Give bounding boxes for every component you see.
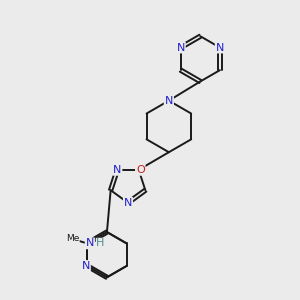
- Text: Me: Me: [66, 234, 79, 243]
- Text: N: N: [124, 198, 132, 208]
- Text: H: H: [96, 238, 105, 248]
- Text: N: N: [165, 96, 173, 106]
- Text: N: N: [113, 165, 122, 175]
- Text: N: N: [176, 43, 185, 52]
- Text: O: O: [136, 165, 145, 175]
- Text: N: N: [82, 261, 90, 271]
- Text: N: N: [86, 238, 94, 248]
- Text: N: N: [216, 43, 224, 52]
